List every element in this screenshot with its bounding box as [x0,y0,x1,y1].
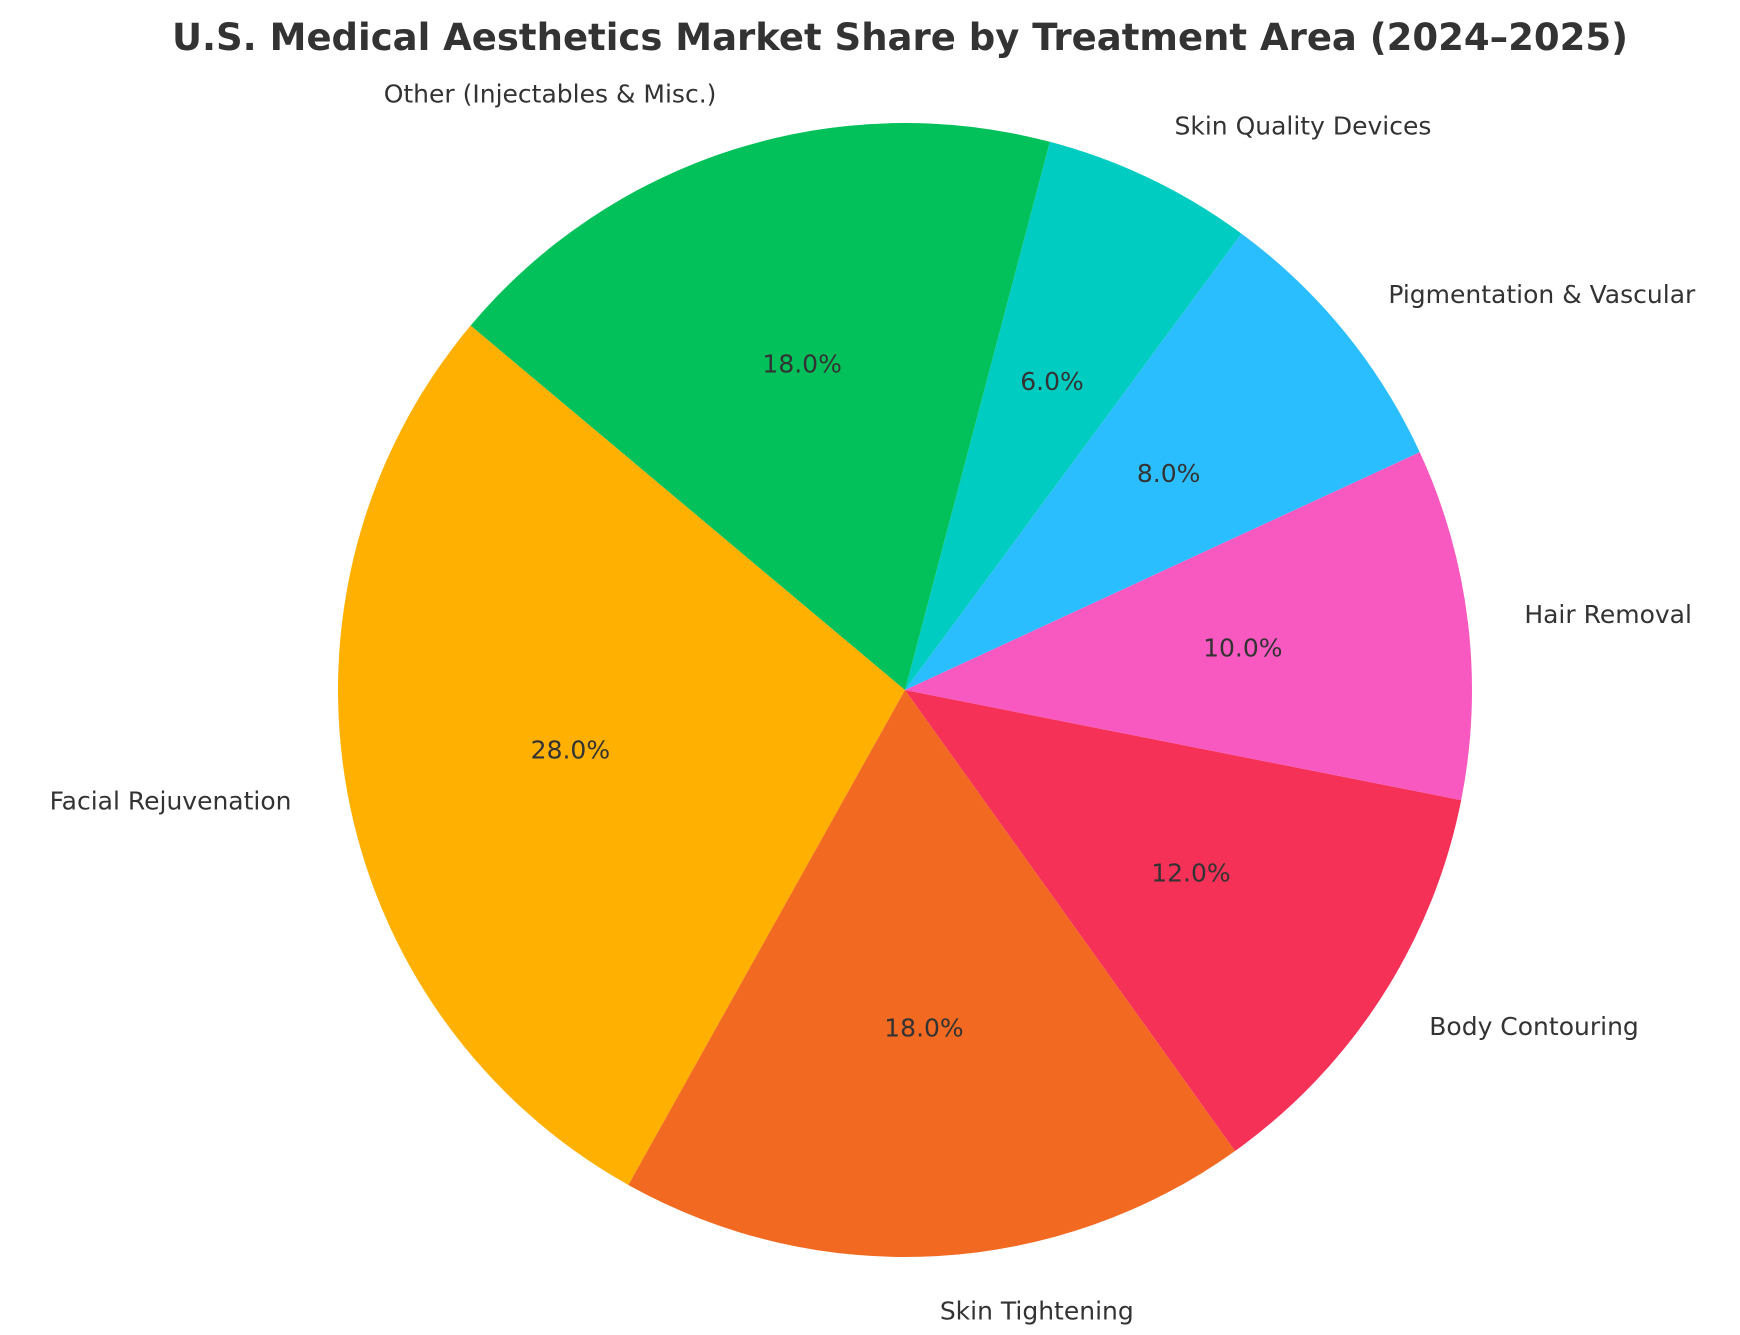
pie-slice-body-contouring [905,690,1462,1152]
percent-label-skin-tightening: 18.0% [884,1014,963,1043]
pie-slice-pigmentation-vascular [905,233,1420,690]
pie-slice-hair-removal [905,452,1473,801]
percent-label-hair-removal: 10.0% [1203,634,1282,663]
percent-label-other-injectables-misc: 18.0% [762,350,841,379]
pie-slice-other-injectables-misc [470,122,1050,690]
pie-slices [338,122,1473,1257]
slice-label-other-injectables-misc: Other (Injectables & Misc.) [384,79,717,108]
slice-label-skin-quality-devices: Skin Quality Devices [1174,112,1431,141]
slice-label-pigmentation-vascular: Pigmentation & Vascular [1388,280,1696,309]
slice-label-facial-rejuvenation: Facial Rejuvenation [50,787,292,816]
slice-label-skin-tightening: Skin Tightening [940,1297,1134,1326]
percent-label-skin-quality-devices: 6.0% [1020,367,1084,396]
slice-label-body-contouring: Body Contouring [1429,1012,1639,1041]
slice-label-hair-removal: Hair Removal [1524,600,1692,629]
slice-labels: Facial Rejuvenation Skin Tightening Body C… [50,79,1696,1325]
pie-slice-skin-quality-devices [905,141,1242,690]
percent-labels: 28.0% 18.0% 12.0% 10.0% 8.0% 6.0% 18.0% [531,350,1283,1043]
chart-title: U.S. Medical Aesthetics Market Share by … [172,16,1628,59]
pie-slice-skin-tightening [628,690,1236,1257]
pie-slice-facial-rejuvenation [338,325,905,1185]
percent-label-pigmentation-vascular: 8.0% [1137,459,1201,488]
percent-label-facial-rejuvenation: 28.0% [531,735,610,764]
percent-label-body-contouring: 12.0% [1151,858,1230,887]
